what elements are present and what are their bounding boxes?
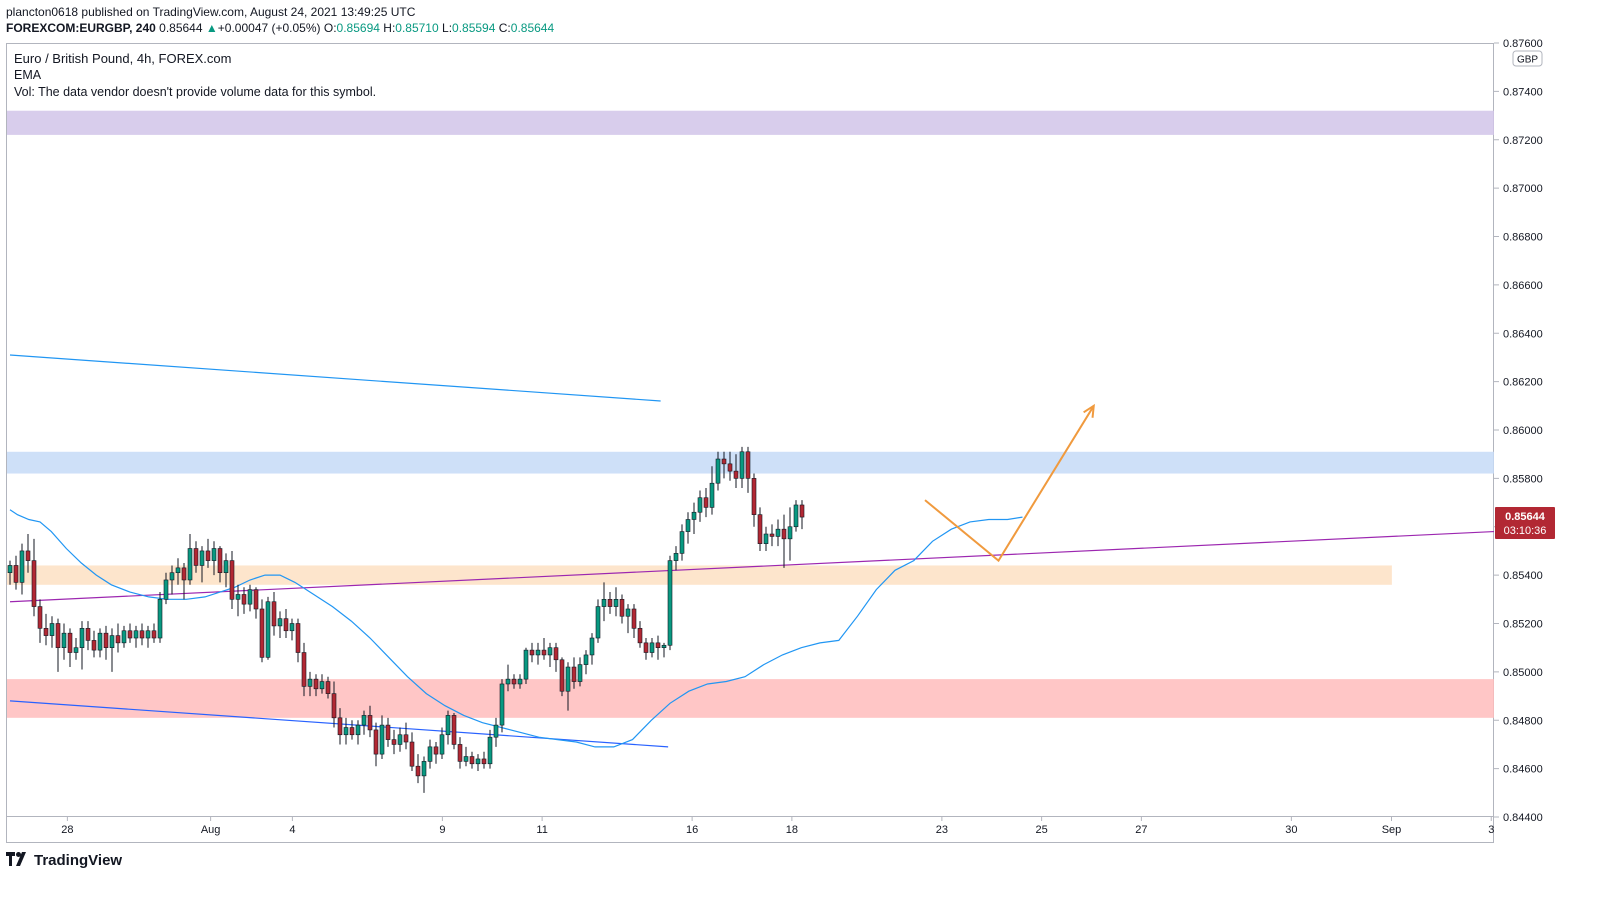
chart-legend-title[interactable]: Euro / British Pound, 4h, FOREX.com: [14, 51, 232, 66]
tradingview-logo-text: TradingView: [34, 852, 123, 869]
high-value: 0.85710: [395, 21, 439, 35]
tradingview-logo-icon: [6, 852, 30, 869]
symbol-info-bar: FOREXCOM:EURGBP, 240 0.85644 ▲+0.00047 (…: [6, 21, 554, 35]
up-triangle-icon: ▲: [205, 21, 218, 35]
last-price: 0.85644: [159, 21, 203, 35]
ema-legend[interactable]: EMA: [14, 68, 42, 82]
chart-pane[interactable]: [6, 43, 1494, 817]
symbol-label: FOREXCOM:EURGBP, 240: [6, 21, 156, 35]
price-change: +0.00047 (+0.05%): [217, 21, 321, 35]
low-label: L:: [442, 21, 453, 35]
low-value: 0.85594: [452, 21, 496, 35]
price-axis[interactable]: [1494, 43, 1598, 817]
publisher-text: plancton0618 published on TradingView.co…: [6, 5, 416, 19]
high-label: H:: [383, 21, 396, 35]
publisher-line: plancton0618 published on TradingView.co…: [6, 5, 415, 19]
open-value: 0.85694: [336, 21, 380, 35]
tradingview-logo[interactable]: TradingView: [6, 852, 122, 869]
close-label: C:: [498, 21, 511, 35]
open-label: O:: [323, 21, 337, 35]
close-value: 0.85644: [510, 21, 555, 35]
time-axis[interactable]: [6, 817, 1494, 843]
volume-legend[interactable]: Vol: The data vendor doesn't provide vol…: [14, 85, 377, 99]
